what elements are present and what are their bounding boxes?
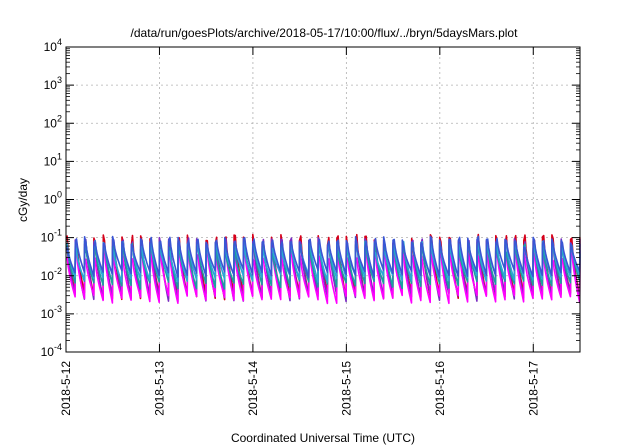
x-tick-label: 2018-5-17 — [526, 361, 540, 416]
y-tick-label: 10-1 — [41, 228, 62, 245]
x-tick-label: 2018-5-16 — [433, 361, 447, 416]
y-tick-label: 101 — [44, 151, 62, 168]
y-tick-label: 104 — [44, 37, 62, 54]
y-tick-label: 10-2 — [41, 266, 62, 283]
y-tick-label: 10-3 — [41, 304, 62, 321]
x-axis-label: Coordinated Universal Time (UTC) — [231, 431, 415, 445]
y-tick-label: 10-4 — [41, 342, 62, 359]
axis-ticks — [65, 46, 580, 353]
x-tick-label: 2018-5-15 — [339, 361, 353, 416]
x-tick-label: 2018-5-14 — [246, 361, 260, 416]
y-tick-label: 103 — [44, 75, 62, 92]
y-tick-label: 102 — [44, 113, 62, 130]
chart-title: /data/run/goesPlots/archive/2018-05-17/1… — [131, 26, 519, 40]
x-tick-label: 2018-5-12 — [59, 361, 73, 416]
series-line — [66, 235, 581, 279]
series-line — [66, 249, 581, 305]
y-axis-label: cGy/day — [16, 178, 30, 222]
x-tick-label: 2018-5-13 — [152, 361, 166, 416]
y-tick-labels: 10-4 10-3 10-2 10-1 100 101 102 103 104 — [41, 37, 62, 359]
series-group — [66, 233, 581, 305]
grid-lines — [66, 47, 580, 352]
x-tick-labels: 2018-5-12 2018-5-13 2018-5-14 2018-5-15 2018… — [59, 361, 540, 416]
y-tick-label: 100 — [44, 190, 62, 207]
